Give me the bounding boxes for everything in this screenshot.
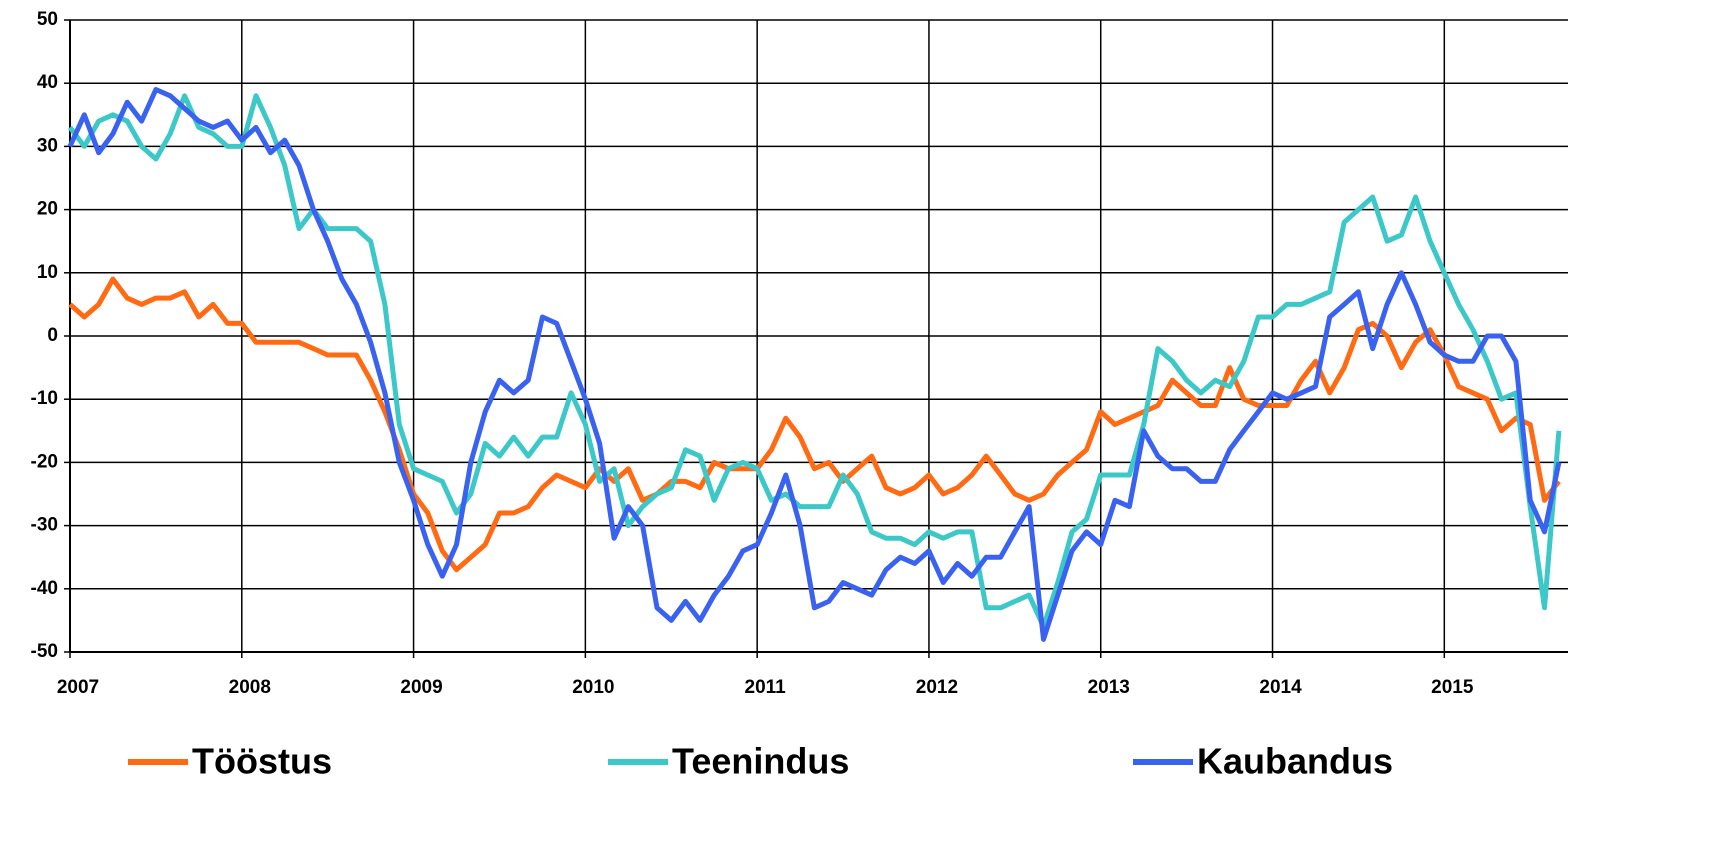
x-tick-label: 2014 [1259, 677, 1302, 698]
legend-label: Kaubandus [1197, 741, 1393, 782]
y-tick-label: 40 [37, 72, 58, 93]
series-line [67, 87, 1562, 642]
y-tick-label: 0 [47, 325, 58, 346]
y-tick-label: 50 [37, 9, 58, 30]
series-line [68, 276, 1561, 573]
x-tick-label: 2015 [1431, 677, 1474, 698]
x-tick-label: 2007 [57, 677, 99, 698]
y-tick-label: -10 [31, 388, 58, 409]
x-tick-label: 2009 [400, 677, 442, 698]
x-tick-label: 2010 [572, 677, 614, 698]
y-tick-label: 30 [37, 135, 58, 156]
y-tick-label: 10 [37, 262, 58, 283]
x-tick-label: 2011 [745, 677, 787, 698]
legend-label: Tööstus [192, 741, 332, 782]
y-tick-label: -30 [31, 515, 58, 536]
y-tick-label: -20 [31, 451, 58, 472]
x-tick-label: 2008 [229, 677, 271, 698]
y-tick-label: -50 [31, 641, 58, 662]
series-line [68, 93, 1562, 630]
y-tick-label: -40 [31, 578, 58, 599]
y-tick-label: 20 [37, 199, 58, 220]
x-tick-label: 2012 [916, 677, 958, 698]
x-tick-label: 2013 [1088, 677, 1130, 698]
legend-label: Teenindus [672, 741, 849, 782]
